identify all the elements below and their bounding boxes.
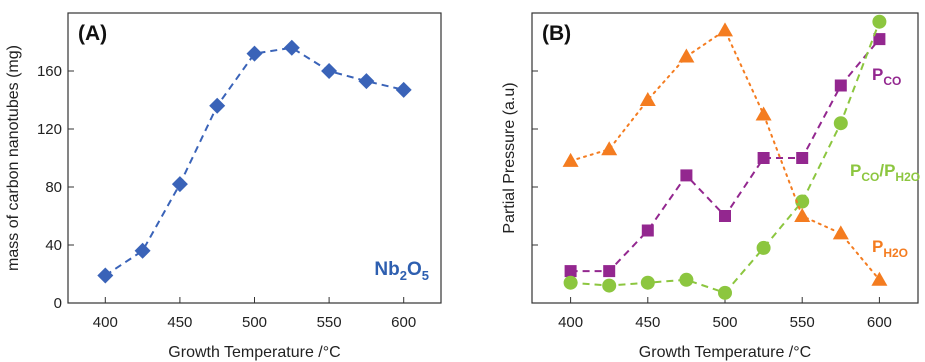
series-0-point-6 <box>321 63 338 79</box>
panel-a: (A) mass of carbon nanotubes (mg) Growth… <box>5 12 442 361</box>
series-0-point-3 <box>209 97 226 114</box>
annotation-sub-5: 5 <box>422 268 429 283</box>
x-tick-label-4: 600 <box>391 314 416 331</box>
panel-a-y-axis-title: mass of carbon nanotubes (mg) <box>5 45 22 271</box>
series-0-point-0 <box>97 267 114 284</box>
series-1-point-2 <box>640 275 655 290</box>
panel-a-series <box>97 39 412 284</box>
x-tick-label-2: 500 <box>712 314 737 331</box>
series-2-point-8 <box>871 271 888 286</box>
series-0-point-1 <box>134 242 151 259</box>
series-0-point-7 <box>358 73 375 90</box>
y-tick-label-2: 80 <box>45 179 62 196</box>
panel-a-x-axis-title: Growth Temperature /°C <box>168 344 340 361</box>
panel-b-series <box>562 14 888 300</box>
x-tick-label-1: 450 <box>167 314 192 331</box>
x-tick-label-0: 400 <box>93 314 118 331</box>
series-2-point-7 <box>832 225 849 240</box>
series-2-point-5 <box>755 106 772 121</box>
panel-a-annotation-nb2o5: Nb2O5 <box>374 259 429 283</box>
series-2-point-3 <box>678 48 695 63</box>
series-0-point-6 <box>796 152 809 164</box>
x-tick-label-0: 400 <box>558 314 583 331</box>
panel-a-label: (A) <box>78 22 107 45</box>
panel-b-y-axis-title: Partial Pressure (a.u) <box>501 82 518 233</box>
series-2-point-0 <box>562 152 579 167</box>
series-0-point-4 <box>719 210 731 222</box>
series-1-point-3 <box>679 272 694 287</box>
label-slash: /P <box>879 161 895 180</box>
label-sub: CO <box>861 170 879 184</box>
series-2-point-4 <box>717 22 733 37</box>
panel-a-ticks: 400 450 500 550 600 0 40 80 120 160 <box>37 63 416 331</box>
series-label-0: PCO <box>872 65 901 88</box>
series-0-point-5 <box>283 39 300 56</box>
series-label-2: PH2O <box>872 237 908 260</box>
x-tick-label-1: 450 <box>635 314 660 331</box>
panel-b-frame <box>531 12 919 304</box>
series-1-line <box>570 21 881 294</box>
x-tick-label-3: 550 <box>790 314 815 331</box>
y-tick-label-4: 160 <box>37 63 62 80</box>
label-main: P <box>872 65 883 84</box>
series-0-point-8 <box>395 81 412 98</box>
y-tick-label-3: 120 <box>37 121 62 138</box>
series-0-point-7 <box>834 79 847 92</box>
label-sub: CO <box>883 74 901 88</box>
label-main: P <box>850 161 861 180</box>
series-1-point-5 <box>756 240 771 255</box>
panel-b-x-axis-title: Growth Temperature /°C <box>639 344 811 361</box>
series-0-point-2 <box>641 224 654 237</box>
x-tick-label-4: 600 <box>867 314 892 331</box>
panel-b: (B) Partial Pressure (a.u) Growth Temper… <box>501 12 920 361</box>
y-tick-label-0: 0 <box>54 295 62 312</box>
series-2-point-2 <box>639 92 656 106</box>
series-0-point-3 <box>680 169 693 182</box>
annotation-o: O <box>407 259 422 280</box>
series-1-point-0 <box>563 275 578 290</box>
label-main: P <box>872 237 883 256</box>
series-0-point-8 <box>873 33 886 46</box>
series-label-1: PCO/PH2O <box>850 161 920 184</box>
x-tick-label-3: 550 <box>317 314 342 331</box>
series-1-point-1 <box>602 278 617 293</box>
series-2-point-1 <box>601 141 618 156</box>
panel-b-ticks: 400 450 500 550 600 <box>532 12 892 331</box>
annotation-sub-2: 2 <box>400 268 407 283</box>
series-1-point-4 <box>718 285 732 300</box>
label-sub: H2O <box>883 246 908 260</box>
series-0-point-5 <box>757 152 770 164</box>
series-1-point-6 <box>795 194 810 209</box>
series-0-point-2 <box>171 176 188 193</box>
series-1-point-8 <box>872 14 887 29</box>
panel-b-label: (B) <box>542 22 571 45</box>
annotation-nb: Nb <box>374 259 399 280</box>
series-0-point-1 <box>603 265 616 278</box>
label-sub2: H2O <box>895 170 920 184</box>
y-tick-label-1: 40 <box>45 237 62 254</box>
series-2-point-6 <box>794 208 811 222</box>
series-0-point-4 <box>246 45 263 62</box>
series-0-line <box>104 46 404 277</box>
series-0-point-0 <box>564 265 577 278</box>
x-tick-label-2: 500 <box>242 314 267 331</box>
series-1-point-7 <box>833 116 848 131</box>
